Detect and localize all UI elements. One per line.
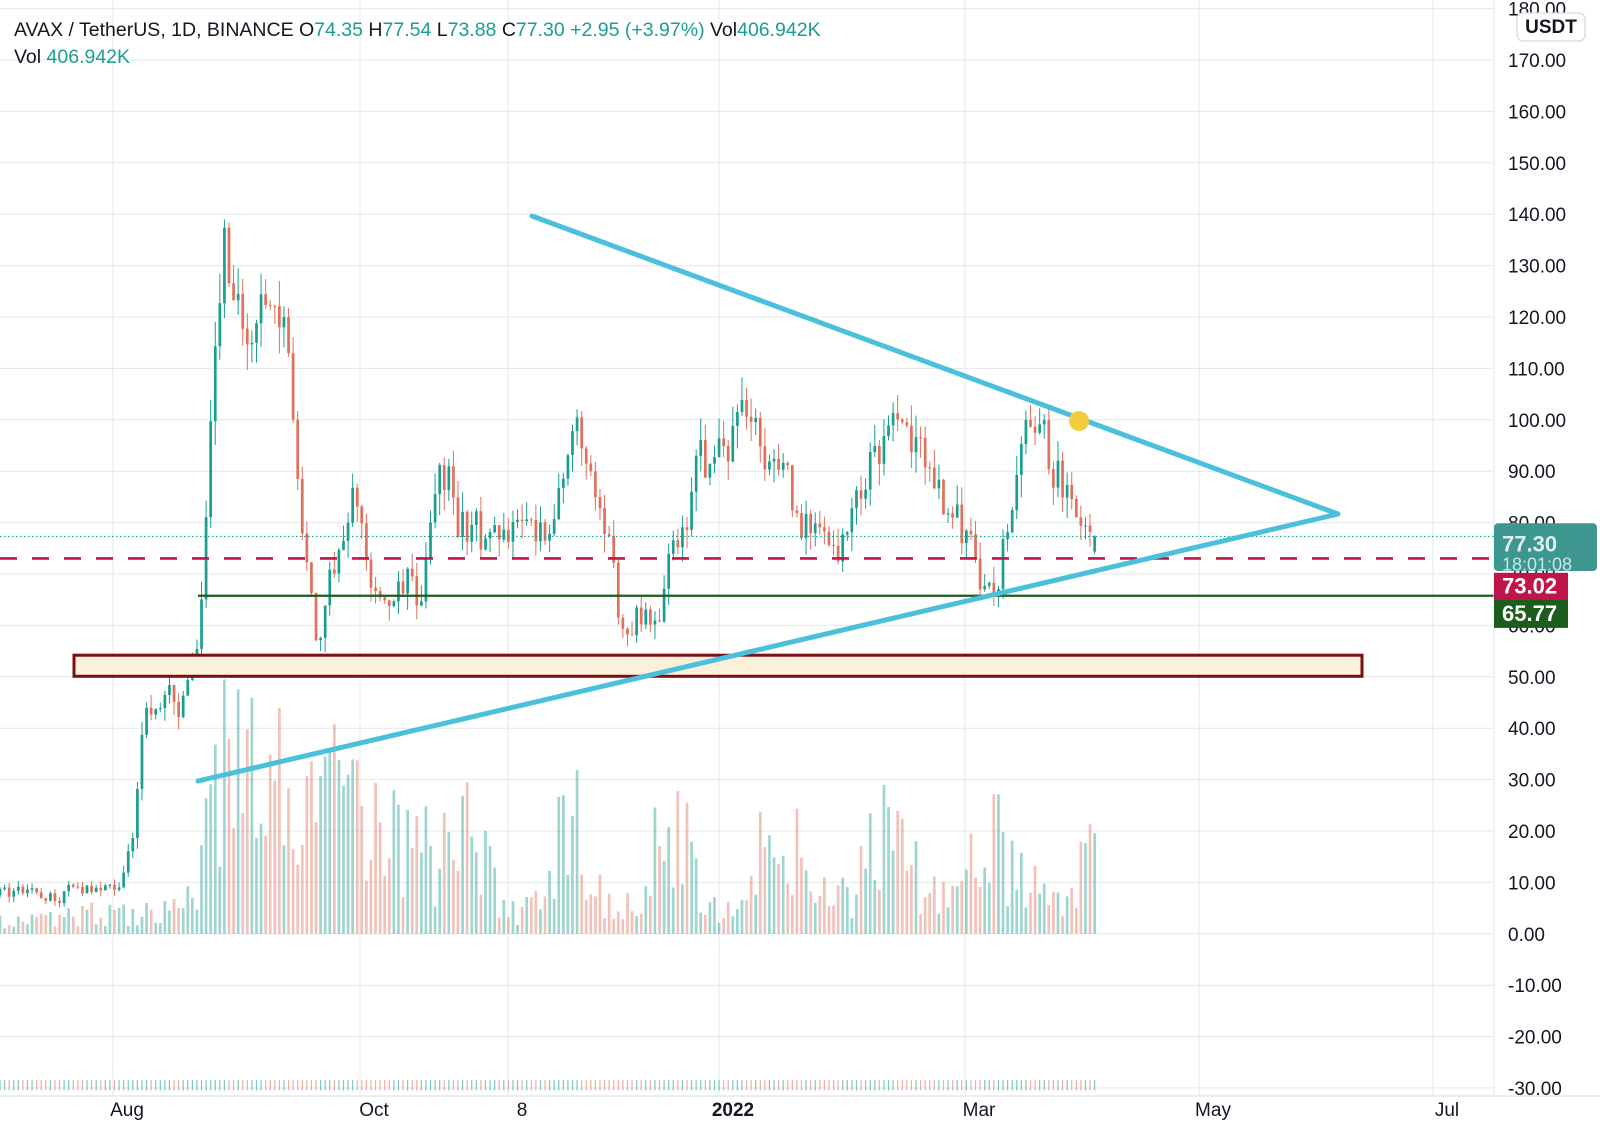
- svg-text:30.00: 30.00: [1508, 771, 1556, 792]
- svg-text:130.00: 130.00: [1508, 257, 1566, 278]
- svg-text:77.30: 77.30: [1502, 531, 1557, 556]
- svg-text:-30.00: -30.00: [1508, 1079, 1562, 1100]
- svg-text:Oct: Oct: [359, 1100, 389, 1121]
- svg-text:Aug: Aug: [110, 1100, 144, 1121]
- svg-text:Jul: Jul: [1435, 1100, 1459, 1121]
- svg-text:Mar: Mar: [963, 1100, 996, 1121]
- svg-text:May: May: [1195, 1100, 1231, 1121]
- svg-text:160.00: 160.00: [1508, 102, 1566, 123]
- svg-text:USDT: USDT: [1525, 17, 1577, 38]
- svg-text:10.00: 10.00: [1508, 873, 1556, 894]
- svg-text:2022: 2022: [712, 1100, 754, 1121]
- svg-text:20.00: 20.00: [1508, 822, 1556, 843]
- svg-text:150.00: 150.00: [1508, 154, 1566, 175]
- svg-text:170.00: 170.00: [1508, 51, 1566, 72]
- svg-text:120.00: 120.00: [1508, 308, 1566, 329]
- svg-text:90.00: 90.00: [1508, 462, 1556, 483]
- svg-text:-20.00: -20.00: [1508, 1028, 1562, 1049]
- svg-text:50.00: 50.00: [1508, 668, 1556, 689]
- svg-text:40.00: 40.00: [1508, 719, 1556, 740]
- svg-text:AVAX / TetherUS, 1D, BINANCE: AVAX / TetherUS, 1D, BINANCE O74.35 H77.…: [14, 19, 821, 41]
- svg-text:110.00: 110.00: [1508, 359, 1565, 380]
- svg-text:8: 8: [517, 1100, 528, 1121]
- svg-text:100.00: 100.00: [1508, 411, 1566, 432]
- svg-text:65.77: 65.77: [1502, 601, 1557, 626]
- svg-text:Vol 406.942K: Vol 406.942K: [14, 46, 130, 68]
- svg-text:73.02: 73.02: [1502, 573, 1557, 598]
- svg-text:18:01:08: 18:01:08: [1502, 554, 1572, 574]
- svg-text:-10.00: -10.00: [1508, 976, 1562, 997]
- svg-text:0.00: 0.00: [1508, 925, 1545, 946]
- svg-text:140.00: 140.00: [1508, 205, 1566, 226]
